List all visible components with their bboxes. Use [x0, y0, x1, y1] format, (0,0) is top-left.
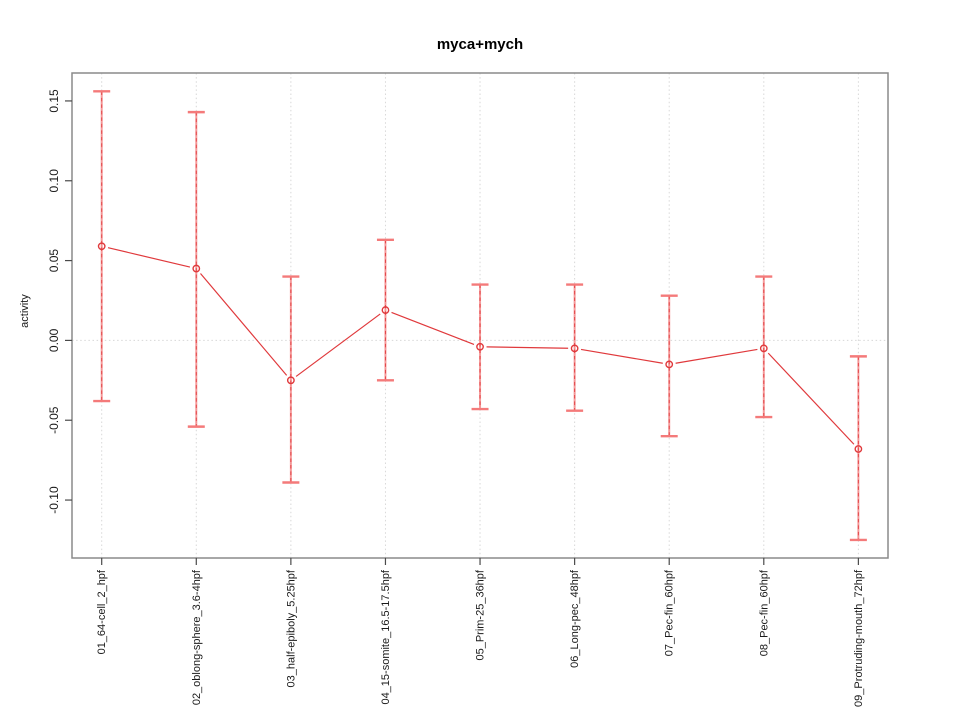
y-tick-label: -0.05: [47, 406, 61, 434]
x-category-label: 06_Long-pec_48hpf: [569, 569, 581, 668]
y-tick-label: -0.10: [47, 486, 61, 514]
data-point: [286, 376, 295, 385]
series-line-segment: [200, 273, 288, 376]
series-line-segment: [580, 348, 663, 364]
x-category-label: 07_Pec-fin_60hpf: [664, 569, 676, 656]
data-point: [759, 344, 768, 353]
x-category-label: 04_15-somite_16.5-17.5hpf: [380, 569, 392, 704]
x-category-label: 01_64-cell_2_hpf: [96, 569, 108, 654]
series-line-segment: [767, 352, 855, 445]
data-point: [476, 342, 484, 351]
chart-title: myca+mych: [436, 36, 524, 53]
y-tick-label: 0.05: [47, 249, 61, 273]
series-line-segment: [675, 348, 758, 364]
y-tick-label: 0.10: [47, 169, 61, 193]
x-category-label: 05_Prim-25_36hpf: [475, 569, 487, 660]
series-line-segment: [486, 346, 569, 349]
x-category-label: 08_Pec-fin_60hpf: [758, 569, 770, 656]
x-category-label: 09_Protruding-mouth_72hpf: [853, 569, 865, 707]
series-line-segment: [295, 313, 381, 377]
data-point: [854, 445, 863, 453]
x-category-label: 02_oblong-sphere_3.6-4hpf: [191, 569, 203, 705]
data-point: [381, 306, 390, 314]
data-point: [570, 344, 579, 353]
y-tick-label: 0.15: [47, 89, 61, 113]
series-line-segment: [391, 311, 475, 345]
series-line-segment: [107, 247, 191, 268]
data-point: [97, 242, 106, 251]
y-tick-label: 0.00: [47, 328, 61, 352]
x-category-label: 03_half-epiboly_5.25hpf: [285, 569, 297, 687]
data-point: [192, 264, 201, 273]
data-point: [665, 360, 674, 369]
